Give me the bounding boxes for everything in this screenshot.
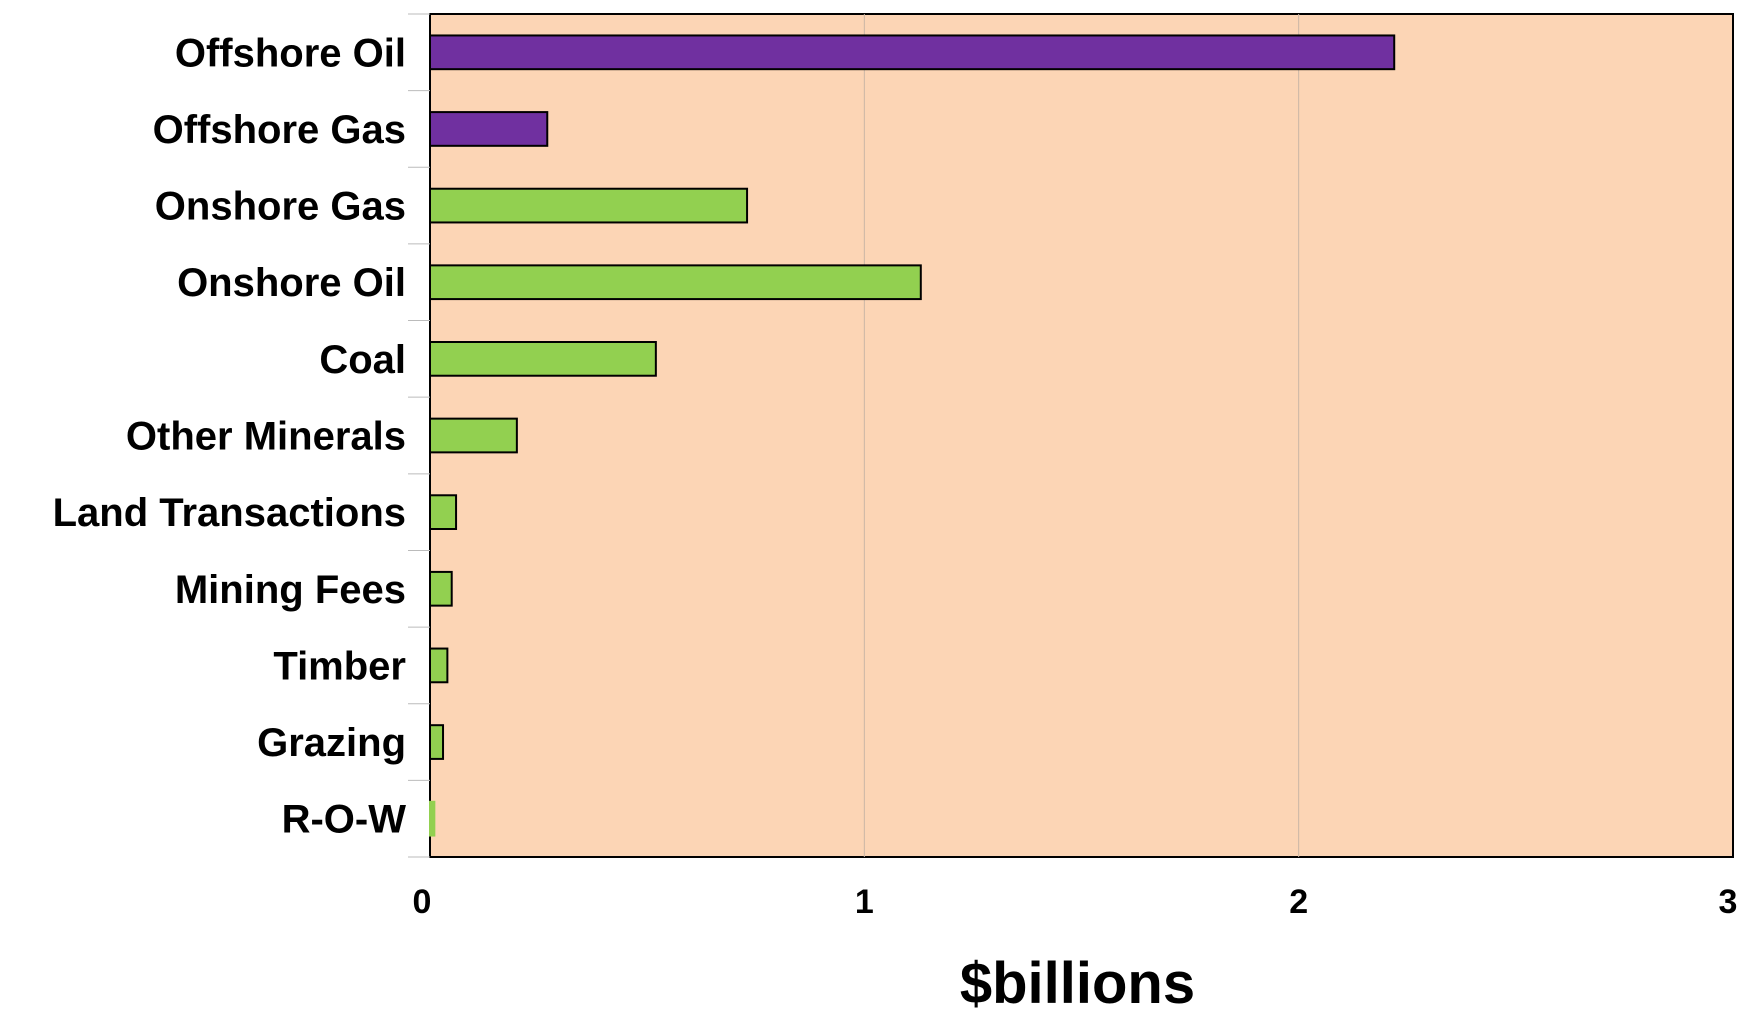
category-label: Other Minerals	[126, 415, 406, 459]
category-label: Onshore Oil	[177, 261, 406, 305]
category-label: Grazing	[257, 721, 406, 765]
plot-area	[429, 13, 1734, 858]
x-axis-title: $billions	[960, 951, 1195, 1016]
category-label: Onshore Gas	[155, 185, 406, 229]
bar-mining-fees	[429, 570, 453, 607]
bar-r-o-w	[429, 800, 436, 837]
bar-land-transactions	[429, 494, 458, 530]
x-tick-label: 2	[1289, 883, 1308, 921]
bars	[429, 34, 1396, 837]
category-labels: Offshore Oil Offshore Gas Onshore Gas Onsho…	[53, 31, 407, 841]
bar-offshore-oil	[429, 34, 1396, 71]
gridlines	[408, 13, 1300, 858]
x-tick-label: 0	[413, 883, 432, 921]
bar-coal	[429, 341, 657, 377]
category-label: Offshore Gas	[153, 108, 406, 152]
x-tick-label: 3	[1719, 883, 1738, 921]
bar-onshore-oil	[429, 264, 922, 301]
bar-grazing	[429, 724, 445, 760]
x-tick-label: 1	[855, 883, 874, 921]
bar-other-minerals	[429, 417, 518, 454]
x-tick-labels: 0 1 2 3	[413, 883, 1738, 921]
category-label: Land Transactions	[53, 491, 406, 535]
bar-offshore-gas	[429, 111, 549, 147]
category-label: Coal	[319, 338, 406, 382]
category-label: Timber	[273, 644, 406, 688]
bar-onshore-gas	[429, 187, 749, 224]
category-label: Mining Fees	[175, 568, 406, 612]
category-label: R-O-W	[282, 798, 407, 842]
bar-timber	[429, 647, 449, 684]
category-label: Offshore Oil	[175, 31, 406, 75]
